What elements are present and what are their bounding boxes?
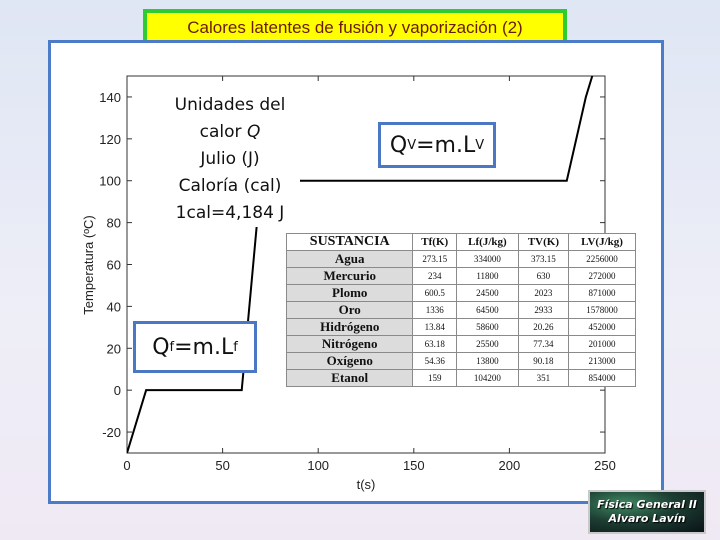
y-tick-label: -20 — [102, 425, 121, 440]
table-cell: 373.15 — [517, 250, 570, 268]
x-tick-label: 150 — [403, 458, 425, 473]
table-cell: 54.36 — [412, 352, 458, 370]
x-tick-label: 100 — [307, 458, 329, 473]
vaporization-formula-box: Q V =m.L V — [378, 122, 496, 168]
header-tv: TV(K) — [517, 233, 570, 251]
x-tick-label: 0 — [123, 458, 130, 473]
table-row: Plomo 600.5 24500 2023 871000 — [285, 284, 636, 302]
table-row: Oro 1336 64500 2933 1578000 — [285, 301, 636, 319]
table-cell: 630 — [517, 267, 570, 285]
units-line-1: Unidades del — [174, 95, 286, 115]
units-textbox: Unidades del calor Q Julio (J) Caloría (… — [160, 92, 300, 227]
table-cell: 351 — [517, 369, 570, 387]
table-cell: 334000 — [456, 250, 519, 268]
table-row: Oxígeno 54.36 13800 90.18 213000 — [285, 352, 636, 370]
table-cell: 63.18 — [412, 335, 458, 353]
y-tick-label: 20 — [107, 341, 121, 356]
table-cell: 600.5 — [412, 284, 458, 302]
table-cell: 64500 — [456, 301, 519, 319]
table-cell: 854000 — [568, 369, 636, 387]
substance-name-cell: Hidrógeno — [285, 318, 414, 336]
table-cell: 273.15 — [412, 250, 458, 268]
table-cell: 159 — [412, 369, 458, 387]
substance-name-cell: Nitrógeno — [285, 335, 414, 353]
table-cell: 2933 — [517, 301, 570, 319]
units-line-2: calor Q — [199, 122, 261, 142]
header-substance: SUSTANCIA — [285, 233, 414, 251]
table-cell: 272000 — [568, 267, 636, 285]
substance-name-cell: Mercurio — [285, 267, 414, 285]
latent-heat-table: SUSTANCIA Tf(K) Lf(J/kg) TV(K) LV(J/kg) … — [285, 233, 636, 387]
table-cell: 20.26 — [517, 318, 570, 336]
header-tf: Tf(K) — [412, 233, 458, 251]
table-cell: 2256000 — [568, 250, 636, 268]
units-line-5: 1cal=4,184 J — [175, 203, 285, 223]
y-tick-label: 60 — [107, 258, 121, 273]
table-cell: 452000 — [568, 318, 636, 336]
table-cell: 2023 — [517, 284, 570, 302]
course-logo: Física General II Alvaro Lavín — [588, 490, 706, 534]
substance-name-cell: Oro — [285, 301, 414, 319]
y-tick-label: 120 — [99, 132, 121, 147]
table-cell: 24500 — [456, 284, 519, 302]
y-tick-label: 0 — [114, 383, 121, 398]
table-row: Agua 273.15 334000 373.15 2256000 — [285, 250, 636, 268]
units-var-q: Q — [246, 122, 261, 142]
table-cell: 90.18 — [517, 352, 570, 370]
table-row: Nitrógeno 63.18 25500 77.34 201000 — [285, 335, 636, 353]
table-cell: 25500 — [456, 335, 519, 353]
table-row: Hidrógeno 13.84 58600 20.26 452000 — [285, 318, 636, 336]
x-tick-label: 200 — [499, 458, 521, 473]
table-row: Etanol 159 104200 351 854000 — [285, 369, 636, 387]
table-header-row: SUSTANCIA Tf(K) Lf(J/kg) TV(K) LV(J/kg) — [285, 233, 636, 251]
table-cell: 13.84 — [412, 318, 458, 336]
substance-name-cell: Agua — [285, 250, 414, 268]
table-cell: 201000 — [568, 335, 636, 353]
units-line-3: Julio (J) — [200, 149, 260, 169]
y-tick-label: 80 — [107, 216, 121, 231]
table-cell: 1578000 — [568, 301, 636, 319]
table-cell: 58600 — [456, 318, 519, 336]
y-tick-label: 100 — [99, 174, 121, 189]
table-cell: 13800 — [456, 352, 519, 370]
x-tick-label: 50 — [215, 458, 229, 473]
substance-name-cell: Oxígeno — [285, 352, 414, 370]
table-cell: 77.34 — [517, 335, 570, 353]
x-axis-label: t(s) — [357, 477, 376, 492]
table-cell: 213000 — [568, 352, 636, 370]
table-cell: 234 — [412, 267, 458, 285]
substance-name-cell: Plomo — [285, 284, 414, 302]
table-row: Mercurio 234 11800 630 272000 — [285, 267, 636, 285]
table-cell: 1336 — [412, 301, 458, 319]
y-tick-label: 140 — [99, 90, 121, 105]
y-axis-label: Temperatura (ºC) — [81, 215, 96, 314]
substance-name-cell: Etanol — [285, 369, 414, 387]
table-cell: 871000 — [568, 284, 636, 302]
header-lv: LV(J/kg) — [568, 233, 636, 251]
units-line-4: Caloría (cal) — [178, 176, 282, 196]
table-cell: 11800 — [456, 267, 519, 285]
y-tick-label: 40 — [107, 299, 121, 314]
header-lf: Lf(J/kg) — [456, 233, 519, 251]
table-cell: 104200 — [456, 369, 519, 387]
x-tick-label: 250 — [594, 458, 616, 473]
